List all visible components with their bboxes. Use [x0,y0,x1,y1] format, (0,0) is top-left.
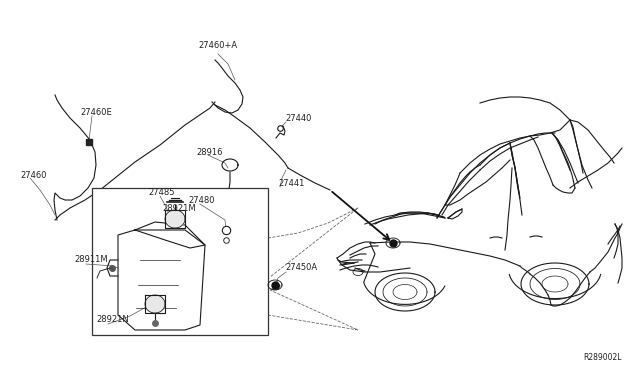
Text: 27450A: 27450A [285,263,317,273]
Text: 27480: 27480 [188,196,214,205]
Text: 28911M: 28911M [74,256,108,264]
Text: 27460E: 27460E [80,108,112,116]
Text: 28921M: 28921M [162,203,196,212]
Text: R289002L: R289002L [584,353,622,362]
Polygon shape [145,295,165,313]
Polygon shape [165,210,185,228]
Text: 27440: 27440 [285,113,312,122]
Text: 27485: 27485 [148,187,175,196]
Text: 28916: 28916 [196,148,223,157]
Bar [92,188,268,335]
Text: 27441: 27441 [278,179,305,187]
Text: 28921N: 28921N [96,315,129,324]
Text: 27460: 27460 [20,170,47,180]
Text: 27460+A: 27460+A [198,41,237,50]
Polygon shape [222,159,238,171]
